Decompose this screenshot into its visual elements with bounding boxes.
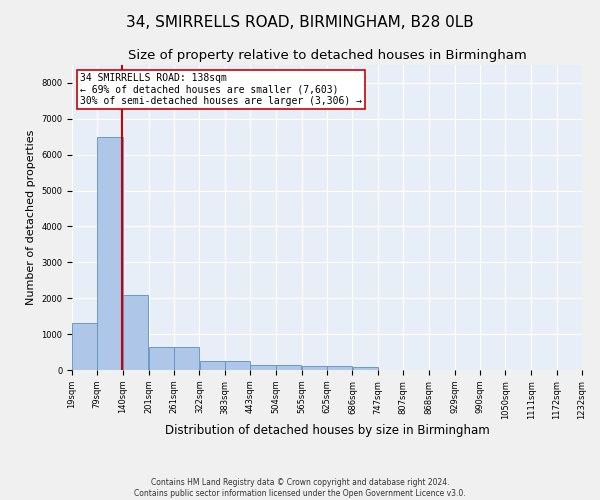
Title: Size of property relative to detached houses in Birmingham: Size of property relative to detached ho… xyxy=(128,50,526,62)
Bar xyxy=(250,366,276,370)
Text: 34 SMIRRELLS ROAD: 138sqm
← 69% of detached houses are smaller (7,603)
30% of se: 34 SMIRRELLS ROAD: 138sqm ← 69% of detac… xyxy=(80,72,362,106)
Text: Contains HM Land Registry data © Crown copyright and database right 2024.
Contai: Contains HM Land Registry data © Crown c… xyxy=(134,478,466,498)
Bar xyxy=(327,366,352,370)
Bar xyxy=(199,361,225,370)
X-axis label: Distribution of detached houses by size in Birmingham: Distribution of detached houses by size … xyxy=(164,424,490,438)
Y-axis label: Number of detached properties: Number of detached properties xyxy=(26,130,35,305)
Bar xyxy=(353,368,378,370)
Bar xyxy=(225,361,250,370)
Text: 34, SMIRRELLS ROAD, BIRMINGHAM, B28 0LB: 34, SMIRRELLS ROAD, BIRMINGHAM, B28 0LB xyxy=(126,15,474,30)
Bar xyxy=(72,324,97,370)
Bar xyxy=(149,346,173,370)
Bar xyxy=(302,366,326,370)
Bar xyxy=(123,294,148,370)
Bar xyxy=(97,137,123,370)
Bar xyxy=(276,366,301,370)
Bar xyxy=(174,346,199,370)
